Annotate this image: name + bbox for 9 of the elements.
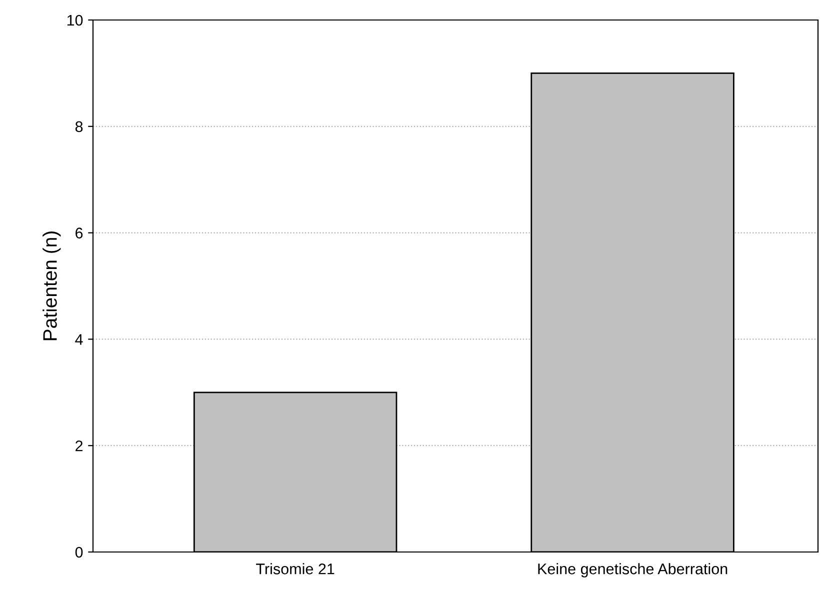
y-tick-label: 4 — [75, 334, 83, 345]
y-tick-label: 8 — [75, 121, 83, 132]
y-axis-title: Patienten (n) — [42, 232, 61, 340]
y-tick-label: 0 — [75, 546, 83, 558]
x-tick-label: Trisomie 21 — [256, 563, 334, 574]
x-tick-label: Keine genetische Aberration — [538, 563, 728, 578]
y-tick-label: 6 — [76, 228, 83, 238]
y-tick-label: 2 — [76, 440, 83, 452]
y-tick-label: 10 — [67, 14, 83, 26]
